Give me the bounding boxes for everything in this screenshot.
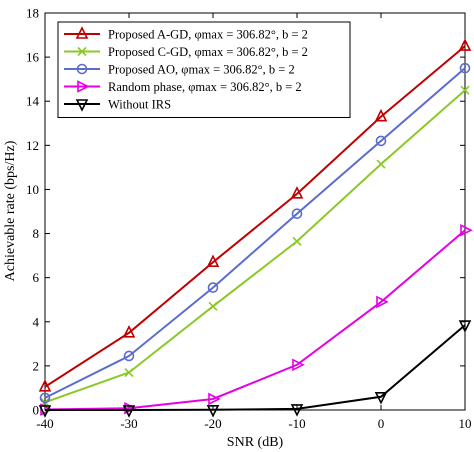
legend-label: Proposed C-GD, φmax = 306.82°, b = 2 xyxy=(108,45,308,59)
y-tick-label: 2 xyxy=(33,358,40,373)
series-line xyxy=(44,67,466,399)
x-tick-label: -40 xyxy=(36,416,53,431)
triangle-down-marker xyxy=(122,405,136,418)
axis-ticks: -40 -30 -20 -10 0 10 0 2 4 6 8 10 12 14 16 18 xyxy=(26,6,472,432)
y-tick-label: 4 xyxy=(33,314,40,329)
legend-item: Proposed AO, φmax = 306.82°, b = 2 xyxy=(64,63,295,77)
circle-marker xyxy=(123,350,135,362)
y-tick-label: 0 xyxy=(33,403,40,418)
series-line xyxy=(44,45,466,388)
x-marker xyxy=(292,236,302,246)
series-3 xyxy=(40,223,473,416)
series-2 xyxy=(39,62,471,404)
legend-box xyxy=(57,21,351,118)
x-marker xyxy=(208,301,218,311)
legend-label: Proposed A-GD, φmax = 306.82°, b = 2 xyxy=(108,28,308,42)
x-tick-label: 10 xyxy=(459,416,472,431)
legend-label: Random phase, φmax = 306.82°, b = 2 xyxy=(108,80,302,94)
x-tick-label: 0 xyxy=(378,416,385,431)
legend-item: Random phase, φmax = 306.82°, b = 2 xyxy=(64,80,302,94)
triangle-down-marker xyxy=(374,391,388,405)
x-marker xyxy=(124,367,134,378)
triangle-right-marker xyxy=(376,295,389,309)
legend: Proposed A-GD, φmax = 306.82°, b = 2 Prop… xyxy=(57,21,351,118)
x-marker xyxy=(460,85,470,95)
y-tick-label: 6 xyxy=(33,270,40,285)
legend-label: Proposed AO, φmax = 306.82°, b = 2 xyxy=(108,63,295,77)
triangle-right-marker xyxy=(208,392,221,406)
y-tick-label: 14 xyxy=(26,94,40,109)
series-4 xyxy=(38,320,472,418)
triangle-down-marker xyxy=(290,404,304,417)
series-line xyxy=(44,89,466,404)
triangle-right-marker xyxy=(460,223,473,237)
triangle-right-marker xyxy=(292,358,305,372)
triangle-up-marker xyxy=(75,26,89,39)
circle-marker xyxy=(207,282,219,293)
triangle-up-marker xyxy=(290,186,304,199)
x-axis-title: SNR (dB) xyxy=(227,435,284,450)
circle-marker xyxy=(375,135,387,147)
legend-label: Without IRS xyxy=(108,98,171,112)
y-tick-label: 16 xyxy=(26,50,40,65)
triangle-up-marker xyxy=(206,254,220,268)
legend-item: Proposed A-GD, φmax = 306.82°, b = 2 xyxy=(64,26,308,42)
series-line xyxy=(44,229,466,411)
x-tick-label: -20 xyxy=(204,416,221,431)
y-tick-label: 10 xyxy=(26,182,39,197)
x-tick-label: -10 xyxy=(288,416,305,431)
triangle-right-marker xyxy=(77,80,90,93)
y-axis-title: Achievable rate (bps/Hz) xyxy=(3,140,18,281)
triangle-down-marker xyxy=(206,404,220,418)
legend-item: Without IRS xyxy=(64,98,171,112)
y-tick-label: 18 xyxy=(26,6,39,21)
triangle-down-marker xyxy=(458,320,472,333)
series-0 xyxy=(38,38,472,392)
circle-marker xyxy=(76,63,88,75)
circle-marker xyxy=(291,208,303,220)
triangle-down-marker xyxy=(38,405,52,418)
triangle-up-marker xyxy=(458,38,472,51)
x-marker xyxy=(376,159,386,169)
triangle-up-marker xyxy=(38,379,52,392)
series-layer xyxy=(38,38,473,418)
series-line xyxy=(45,324,466,411)
legend-item: Proposed C-GD, φmax = 306.82°, b = 2 xyxy=(64,45,308,59)
y-tick-label: 8 xyxy=(33,226,40,241)
circle-marker xyxy=(459,62,471,74)
triangle-up-marker xyxy=(374,108,388,122)
triangle-up-marker xyxy=(122,325,136,338)
triangle-down-marker xyxy=(75,99,89,112)
x-marker xyxy=(77,46,87,57)
circle-marker xyxy=(39,392,51,404)
x-tick-label: -30 xyxy=(120,416,137,431)
y-tick-label: 12 xyxy=(26,138,39,153)
